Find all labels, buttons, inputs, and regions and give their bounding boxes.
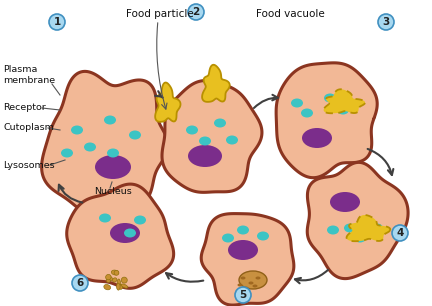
Circle shape bbox=[72, 275, 88, 291]
Ellipse shape bbox=[248, 282, 254, 285]
Text: 3: 3 bbox=[382, 17, 390, 27]
Ellipse shape bbox=[255, 277, 260, 279]
Ellipse shape bbox=[199, 136, 211, 145]
Ellipse shape bbox=[302, 128, 332, 148]
Ellipse shape bbox=[237, 226, 249, 234]
Circle shape bbox=[378, 14, 394, 30]
Text: Plasma
membrane: Plasma membrane bbox=[3, 65, 55, 85]
Polygon shape bbox=[155, 83, 181, 122]
Ellipse shape bbox=[222, 233, 234, 242]
Ellipse shape bbox=[117, 279, 121, 287]
Ellipse shape bbox=[106, 278, 111, 282]
Circle shape bbox=[49, 14, 65, 30]
Ellipse shape bbox=[244, 286, 248, 289]
Text: Food particle: Food particle bbox=[126, 9, 194, 19]
Text: 5: 5 bbox=[239, 290, 247, 300]
Ellipse shape bbox=[107, 148, 119, 158]
Ellipse shape bbox=[84, 143, 96, 151]
Ellipse shape bbox=[337, 106, 349, 114]
Polygon shape bbox=[162, 80, 262, 192]
Ellipse shape bbox=[134, 215, 146, 225]
Ellipse shape bbox=[121, 284, 128, 288]
Polygon shape bbox=[41, 71, 168, 214]
Ellipse shape bbox=[344, 223, 356, 233]
Polygon shape bbox=[324, 89, 365, 113]
Circle shape bbox=[188, 4, 204, 20]
Polygon shape bbox=[276, 63, 377, 178]
Ellipse shape bbox=[330, 192, 360, 212]
Ellipse shape bbox=[110, 223, 140, 243]
Ellipse shape bbox=[109, 277, 112, 281]
Text: Nucleus: Nucleus bbox=[94, 188, 132, 196]
Ellipse shape bbox=[238, 283, 242, 286]
Ellipse shape bbox=[371, 223, 383, 233]
Ellipse shape bbox=[95, 155, 131, 179]
Ellipse shape bbox=[327, 226, 339, 234]
Ellipse shape bbox=[114, 271, 119, 275]
Polygon shape bbox=[202, 65, 230, 102]
Text: 2: 2 bbox=[192, 7, 200, 17]
Ellipse shape bbox=[121, 277, 127, 283]
Ellipse shape bbox=[324, 94, 336, 103]
Ellipse shape bbox=[129, 130, 141, 140]
Ellipse shape bbox=[257, 232, 269, 241]
Ellipse shape bbox=[228, 240, 258, 260]
Ellipse shape bbox=[71, 125, 83, 135]
Ellipse shape bbox=[61, 148, 73, 158]
Polygon shape bbox=[201, 214, 294, 305]
Ellipse shape bbox=[239, 271, 267, 289]
Text: 1: 1 bbox=[54, 17, 60, 27]
Ellipse shape bbox=[124, 229, 136, 237]
Ellipse shape bbox=[226, 136, 238, 144]
Text: Receptor: Receptor bbox=[3, 103, 46, 113]
Ellipse shape bbox=[252, 285, 257, 288]
Text: Cutoplasm: Cutoplasm bbox=[3, 124, 54, 132]
Ellipse shape bbox=[301, 109, 313, 118]
Ellipse shape bbox=[186, 125, 198, 135]
Ellipse shape bbox=[188, 145, 222, 167]
Ellipse shape bbox=[99, 214, 111, 222]
Ellipse shape bbox=[291, 99, 303, 107]
Ellipse shape bbox=[112, 278, 117, 282]
Text: Lysosomes: Lysosomes bbox=[3, 161, 54, 170]
Polygon shape bbox=[307, 162, 408, 278]
Ellipse shape bbox=[106, 274, 111, 280]
Circle shape bbox=[235, 287, 251, 303]
Text: 6: 6 bbox=[76, 278, 84, 288]
Text: Food vacuole: Food vacuole bbox=[256, 9, 324, 19]
Polygon shape bbox=[67, 184, 174, 288]
Polygon shape bbox=[346, 215, 391, 241]
Ellipse shape bbox=[214, 118, 226, 128]
Ellipse shape bbox=[104, 115, 116, 125]
Ellipse shape bbox=[117, 283, 120, 290]
Ellipse shape bbox=[119, 285, 123, 289]
Ellipse shape bbox=[104, 285, 111, 290]
Circle shape bbox=[392, 225, 408, 241]
Text: 4: 4 bbox=[396, 228, 403, 238]
Ellipse shape bbox=[111, 270, 118, 275]
Ellipse shape bbox=[241, 277, 245, 279]
Ellipse shape bbox=[354, 233, 366, 242]
